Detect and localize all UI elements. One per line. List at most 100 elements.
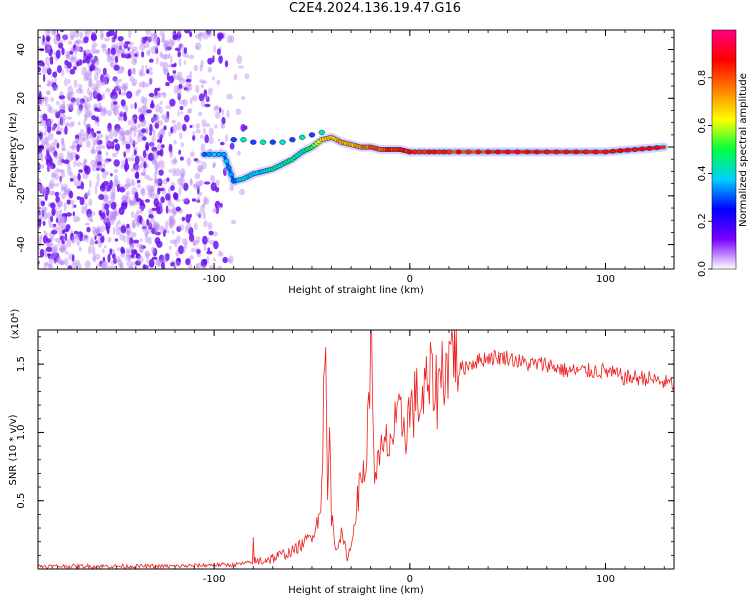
signal-blob <box>514 149 521 155</box>
noise-speckle <box>195 45 199 50</box>
noise-speckle <box>43 262 49 267</box>
noise-speckle <box>102 256 106 263</box>
noise-speckle <box>140 187 145 195</box>
noise-speckle <box>168 169 173 173</box>
noise-speckle <box>118 134 125 141</box>
noise-speckle <box>134 212 140 221</box>
noise-speckle <box>163 61 169 69</box>
noise-speckle <box>179 156 184 161</box>
noise-speckle <box>59 116 64 126</box>
noise-speckle <box>142 97 148 105</box>
noise-speckle <box>91 240 96 245</box>
noise-speckle <box>109 179 113 189</box>
noise-speckle <box>114 210 120 216</box>
noise-speckle <box>83 233 86 243</box>
noise-speckle <box>44 207 48 212</box>
noise-speckle <box>100 33 104 41</box>
noise-speckle <box>38 131 44 140</box>
noise-speckle <box>93 49 99 54</box>
noise-speckle <box>142 149 147 159</box>
noise-speckle <box>159 51 163 58</box>
noise-speckle <box>63 159 70 164</box>
noise-speckle <box>136 210 140 214</box>
noise-speckle <box>121 85 128 90</box>
noise-speckle <box>189 255 194 260</box>
noise-speckle <box>189 124 193 129</box>
noise-speckle <box>141 64 144 73</box>
noise-speckle <box>185 87 191 93</box>
noise-speckle <box>74 262 78 269</box>
noise-speckle <box>63 183 68 193</box>
noise-speckle <box>110 212 117 221</box>
noise-speckle <box>238 188 245 196</box>
noise-speckle <box>65 212 72 217</box>
noise-speckle <box>95 79 102 89</box>
signal-blob <box>632 147 638 152</box>
signal-blob <box>421 149 428 155</box>
noise-speckle <box>160 224 164 235</box>
noise-speckle <box>217 265 222 269</box>
noise-speckle <box>106 55 112 63</box>
noise-speckle <box>67 150 71 156</box>
noise-speckle <box>84 114 88 121</box>
noise-speckle <box>118 88 122 95</box>
noise-speckle <box>70 55 77 61</box>
noise-speckle <box>56 142 60 149</box>
noise-speckle <box>168 215 175 224</box>
noise-speckle <box>154 225 159 235</box>
noise-speckle <box>225 134 228 143</box>
noise-speckle <box>203 244 207 252</box>
signal-blob <box>624 147 631 153</box>
noise-speckle <box>112 76 118 82</box>
noise-speckle <box>129 138 134 146</box>
noise-speckle <box>145 252 151 257</box>
noise-speckle <box>168 75 175 84</box>
noise-speckle <box>94 140 99 146</box>
noise-speckle <box>132 200 137 207</box>
noise-speckle <box>121 83 126 91</box>
noise-speckle <box>126 223 130 229</box>
noise-speckle <box>105 136 110 145</box>
noise-speckle <box>158 254 165 263</box>
noise-speckle <box>221 108 225 116</box>
noise-speckle <box>44 250 48 260</box>
noise-speckle <box>56 33 61 42</box>
noise-speckle <box>77 107 81 116</box>
noise-speckle <box>161 34 166 39</box>
noise-speckle <box>45 212 52 219</box>
noise-speckle <box>77 231 84 239</box>
noise-speckle <box>195 159 202 164</box>
noise-speckle <box>51 124 56 132</box>
noise-speckle <box>148 208 152 215</box>
noise-speckle <box>92 138 99 143</box>
noise-speckle <box>79 89 84 94</box>
noise-speckle <box>168 143 173 153</box>
noise-speckle <box>150 185 155 192</box>
noise-speckle <box>96 263 103 268</box>
noise-speckle <box>148 58 154 63</box>
noise-speckle <box>60 170 66 179</box>
noise-speckle <box>48 190 55 196</box>
noise-speckle <box>214 111 221 119</box>
noise-speckle <box>138 108 143 114</box>
noise-speckle <box>153 220 157 228</box>
noise-speckle <box>110 201 117 210</box>
noise-speckle <box>92 251 97 261</box>
noise-speckle <box>94 227 100 233</box>
noise-speckle <box>177 177 183 185</box>
upper-branch-blob <box>240 137 247 143</box>
spectrogram-panel: -100 0 100 -40 -20 0 20 40 Height of straight … <box>8 29 675 296</box>
noise-speckle <box>39 248 45 258</box>
upper-branch-blob <box>259 139 267 145</box>
noise-speckle <box>189 70 192 77</box>
noise-speckle <box>141 226 148 230</box>
signal-blob <box>411 149 418 155</box>
noise-speckle <box>216 48 221 56</box>
noise-speckle <box>142 167 146 177</box>
noise-speckle <box>214 105 220 110</box>
noise-speckle <box>112 89 116 94</box>
noise-speckle <box>111 186 116 196</box>
noise-speckle <box>151 158 158 164</box>
noise-speckle <box>176 235 181 244</box>
noise-speckle <box>135 252 139 259</box>
